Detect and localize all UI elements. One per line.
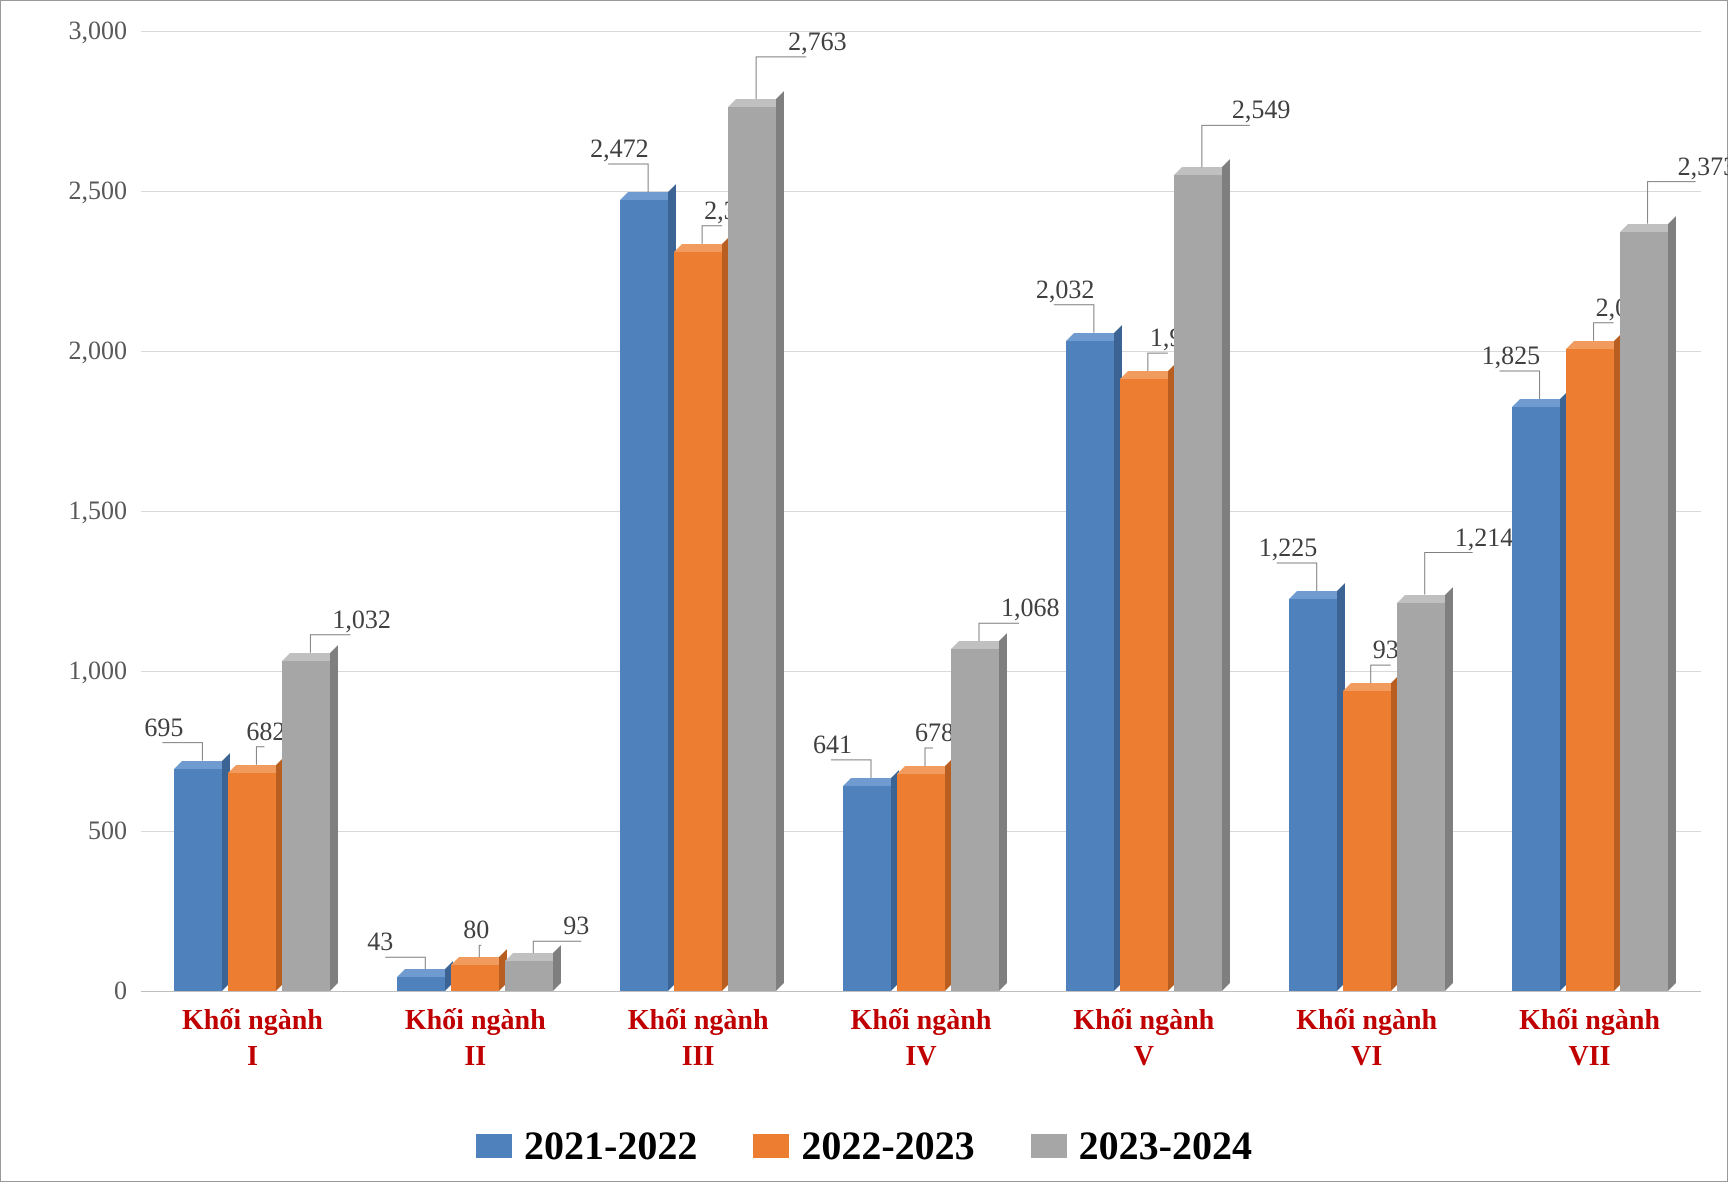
legend-label: 2021-2022 [524, 1122, 697, 1169]
x-tick-label-line2: I [141, 1039, 364, 1075]
bar [505, 961, 553, 991]
legend-label: 2023-2024 [1079, 1122, 1252, 1169]
legend: 2021-2022 2022-2023 2023-2024 [1, 1121, 1727, 1170]
x-tick-label-line2: II [364, 1039, 587, 1075]
x-tick-label-line1: Khối ngành [364, 1003, 587, 1039]
legend-swatch [1031, 1134, 1067, 1158]
bar [1512, 407, 1560, 991]
bar [1620, 232, 1668, 991]
legend-swatch [753, 1134, 789, 1158]
bar-value-label: 1,225 [1259, 533, 1318, 563]
plot-area: 6956821,0324380932,4722,3102,7636416781,… [141, 31, 1701, 991]
bar-value-label: 1,068 [1001, 593, 1060, 623]
bar-side-face [1222, 159, 1230, 991]
x-tick-label-line1: Khối ngành [587, 1003, 810, 1039]
bar [674, 252, 722, 991]
x-tick-label-line1: Khối ngành [141, 1003, 364, 1039]
bar [1566, 349, 1614, 991]
bar [1120, 379, 1168, 991]
gridline [141, 351, 1701, 352]
bar-side-face [776, 91, 784, 991]
bar-value-label: 80 [463, 915, 489, 945]
bar [620, 200, 668, 991]
bar [951, 649, 999, 991]
x-tick-label-line2: VI [1255, 1039, 1478, 1075]
x-tick-label-line2: III [587, 1039, 810, 1075]
bar-value-label: 1,214 [1455, 523, 1514, 553]
x-tick-label: Khối ngànhII [364, 1003, 587, 1076]
bar-value-label: 641 [813, 730, 852, 760]
bar-value-label: 695 [144, 713, 183, 743]
bar-value-label: 1,825 [1482, 341, 1541, 371]
bar-side-face [1445, 587, 1453, 991]
bar-value-label: 678 [915, 718, 954, 748]
bar [282, 661, 330, 991]
y-tick-label: 2,000 [27, 336, 127, 366]
legend-item: 2021-2022 [476, 1122, 697, 1169]
gridline [141, 511, 1701, 512]
bar-value-label: 2,472 [590, 134, 649, 164]
legend-item: 2022-2023 [753, 1122, 974, 1169]
bar-value-label: 2,549 [1232, 95, 1291, 125]
bar-value-label: 1,032 [332, 605, 391, 635]
bar-side-face [999, 633, 1007, 991]
gridline [141, 991, 1701, 992]
x-tick-label: Khối ngànhVII [1478, 1003, 1701, 1076]
bar [397, 977, 445, 991]
bar [174, 769, 222, 991]
bar [451, 965, 499, 991]
bar-value-label: 2,373 [1678, 152, 1728, 182]
legend-label: 2022-2023 [801, 1122, 974, 1169]
x-tick-label: Khối ngànhVI [1255, 1003, 1478, 1076]
bar-value-label: 2,032 [1036, 275, 1095, 305]
y-tick-label: 1,000 [27, 656, 127, 686]
legend-swatch [476, 1134, 512, 1158]
bar [1066, 341, 1114, 991]
chart-frame: 6956821,0324380932,4722,3102,7636416781,… [0, 0, 1728, 1182]
bar [1397, 603, 1445, 991]
bar-value-label: 43 [367, 927, 393, 957]
bar [728, 107, 776, 991]
y-tick-label: 1,500 [27, 496, 127, 526]
legend-item: 2023-2024 [1031, 1122, 1252, 1169]
y-tick-label: 0 [27, 976, 127, 1006]
x-tick-label-line1: Khối ngành [810, 1003, 1033, 1039]
gridline [141, 191, 1701, 192]
gridline [141, 671, 1701, 672]
bar [1174, 175, 1222, 991]
x-tick-label: Khối ngànhIII [587, 1003, 810, 1076]
bar-side-face [330, 645, 338, 991]
x-tick-label-line1: Khối ngành [1032, 1003, 1255, 1039]
bar [1289, 599, 1337, 991]
gridline [141, 31, 1701, 32]
bar [843, 786, 891, 991]
x-tick-label: Khối ngànhI [141, 1003, 364, 1076]
x-tick-label-line2: IV [810, 1039, 1033, 1075]
bar-side-face [1668, 216, 1676, 991]
bar [897, 774, 945, 991]
x-tick-label-line1: Khối ngành [1478, 1003, 1701, 1039]
x-tick-label: Khối ngànhIV [810, 1003, 1033, 1076]
bar-value-label: 2,763 [788, 27, 847, 57]
y-tick-label: 2,500 [27, 176, 127, 206]
bar-value-label: 93 [563, 911, 589, 941]
x-tick-label-line2: VII [1478, 1039, 1701, 1075]
bar-value-label: 682 [246, 717, 285, 747]
bar [228, 773, 276, 991]
y-tick-label: 500 [27, 816, 127, 846]
bar-side-face [553, 945, 561, 991]
x-tick-label-line2: V [1032, 1039, 1255, 1075]
x-tick-label-line1: Khối ngành [1255, 1003, 1478, 1039]
x-tick-label: Khối ngànhV [1032, 1003, 1255, 1076]
y-tick-label: 3,000 [27, 16, 127, 46]
bar [1343, 691, 1391, 991]
